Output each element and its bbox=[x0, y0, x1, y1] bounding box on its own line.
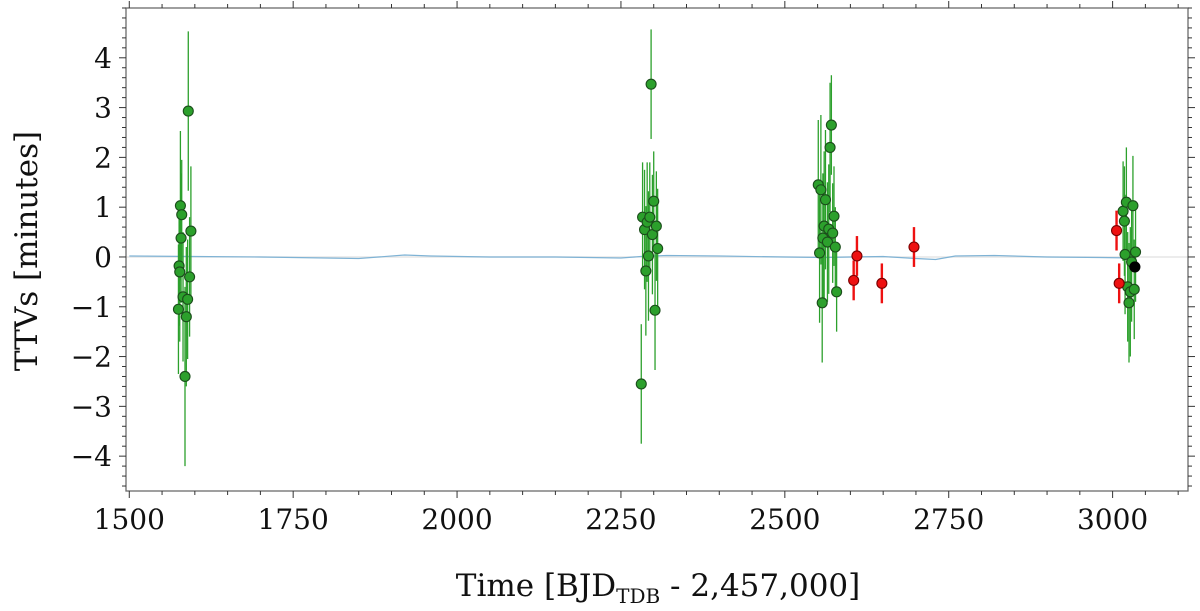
y-tick-label: −1 bbox=[71, 291, 112, 324]
green-data-point bbox=[640, 265, 652, 277]
green-data-point bbox=[816, 297, 828, 309]
red-series bbox=[848, 210, 1125, 304]
green-data-point bbox=[185, 225, 197, 237]
green-data-point bbox=[1130, 246, 1142, 258]
y-tick-label: 0 bbox=[94, 241, 112, 274]
green-data-point bbox=[174, 200, 186, 212]
green-series bbox=[172, 29, 1142, 467]
green-data-point bbox=[180, 311, 192, 323]
black-data-point bbox=[1129, 261, 1141, 273]
green-data-point bbox=[814, 247, 826, 259]
model-curve bbox=[129, 254, 1136, 261]
green-data-point bbox=[182, 105, 194, 117]
red-data-point bbox=[1110, 225, 1123, 237]
x-tick-label: 1500 bbox=[94, 503, 165, 536]
y-tick-label: −2 bbox=[71, 341, 112, 374]
green-data-point bbox=[821, 236, 833, 248]
model-layer bbox=[129, 254, 1136, 261]
green-data-point bbox=[829, 241, 841, 253]
y-tick-label: 2 bbox=[94, 141, 112, 174]
green-data-point bbox=[827, 227, 839, 239]
x-tick-label: 2250 bbox=[585, 503, 656, 536]
green-data-point bbox=[645, 78, 657, 90]
y-tick-label: 4 bbox=[94, 42, 112, 75]
x-tick-label: 2000 bbox=[421, 503, 492, 536]
axes-layer: 1500 1750 2000 2250 2500 2750 3000 −4 −3 −2 −1 0 1 2 3… bbox=[71, 1, 1195, 536]
y-axis-title: TTVs [minutes] bbox=[9, 131, 45, 371]
green-data-point bbox=[650, 220, 662, 232]
y-tick-label: 1 bbox=[94, 191, 112, 224]
red-data-point bbox=[908, 241, 920, 253]
red-data-point bbox=[848, 274, 860, 286]
y-tick-label: −4 bbox=[71, 440, 112, 473]
red-data-point bbox=[851, 250, 863, 262]
x-axis-title-subscript: TDB bbox=[616, 584, 660, 608]
x-tick-label: 1750 bbox=[258, 503, 329, 536]
green-data-point bbox=[182, 293, 194, 305]
green-data-point bbox=[635, 378, 647, 390]
x-tick-label: 2500 bbox=[749, 503, 820, 536]
green-data-point bbox=[1123, 297, 1135, 309]
green-data-point bbox=[828, 210, 840, 222]
green-data-point bbox=[644, 211, 656, 223]
red-data-point bbox=[876, 277, 888, 289]
green-data-point bbox=[831, 286, 843, 298]
green-data-point bbox=[172, 303, 184, 315]
x-axis-title: Time [BJDTDB - 2,457,000] bbox=[456, 568, 860, 608]
green-data-point bbox=[175, 232, 187, 244]
green-data-point bbox=[648, 195, 660, 207]
green-data-point bbox=[179, 370, 191, 383]
green-data-point bbox=[815, 184, 827, 196]
x-tick-label: 2750 bbox=[913, 503, 984, 536]
y-tick-label: 3 bbox=[94, 92, 112, 125]
green-data-point bbox=[184, 271, 196, 283]
green-data-point bbox=[1119, 248, 1131, 261]
y-tick-label: −3 bbox=[71, 390, 112, 423]
red-data-point bbox=[1113, 277, 1125, 289]
data-points-layer bbox=[172, 29, 1142, 467]
green-data-point bbox=[1127, 200, 1139, 212]
green-data-point bbox=[649, 304, 661, 316]
black-series bbox=[1129, 261, 1141, 273]
green-data-point bbox=[652, 242, 664, 255]
x-axis-title-main: Time [BJD bbox=[456, 568, 616, 604]
green-data-point bbox=[1118, 215, 1130, 227]
green-data-point bbox=[176, 209, 188, 221]
x-tick-label: 3000 bbox=[1077, 503, 1148, 536]
green-data-point bbox=[825, 119, 837, 131]
green-data-point bbox=[642, 250, 655, 262]
green-data-point bbox=[824, 141, 836, 153]
green-data-point bbox=[1128, 283, 1140, 295]
green-data-point bbox=[174, 266, 186, 278]
x-axis-title-tail: - 2,457,000] bbox=[660, 568, 860, 604]
green-data-point bbox=[819, 194, 832, 206]
plot-frame bbox=[125, 7, 1189, 492]
